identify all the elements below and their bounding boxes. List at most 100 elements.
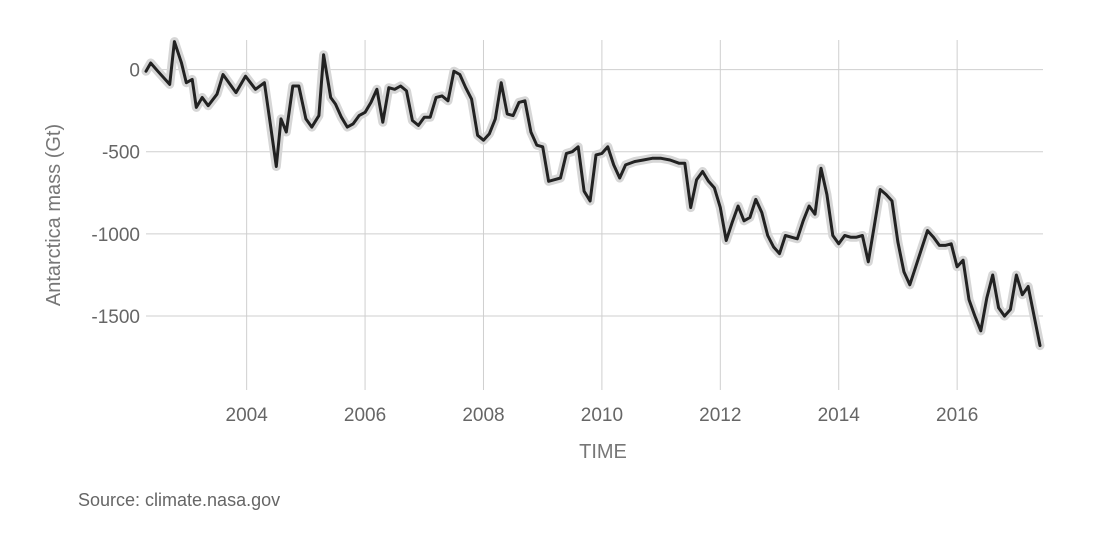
data-point xyxy=(269,123,272,125)
data-point xyxy=(470,98,473,100)
data-point xyxy=(476,134,479,137)
data-point xyxy=(669,159,671,161)
x-tick-label: 2006 xyxy=(344,405,386,426)
data-point xyxy=(909,284,911,286)
data-point xyxy=(731,221,733,224)
data-point xyxy=(370,101,372,104)
x-tick-label: 2004 xyxy=(226,405,269,426)
data-point xyxy=(275,165,278,168)
data-point xyxy=(500,81,503,84)
data-point xyxy=(980,330,982,332)
series-line-layer xyxy=(144,40,1042,348)
data-point xyxy=(577,146,579,148)
data-point xyxy=(1021,293,1024,296)
data-point xyxy=(173,40,176,43)
uncertainty-band-path xyxy=(141,37,1045,351)
data-point xyxy=(322,54,325,56)
data-point xyxy=(790,236,793,238)
data-point xyxy=(157,70,159,72)
data-point xyxy=(494,118,497,120)
data-point xyxy=(855,236,858,238)
data-point xyxy=(986,297,988,299)
data-point xyxy=(518,101,520,104)
data-point xyxy=(222,73,224,76)
data-point xyxy=(991,274,994,276)
data-point xyxy=(285,131,288,133)
data-point xyxy=(920,247,923,250)
y-tick-label: -1500 xyxy=(91,307,140,328)
data-point xyxy=(292,85,294,87)
data-point xyxy=(826,193,828,196)
data-point xyxy=(334,103,337,105)
data-point xyxy=(305,118,307,120)
data-point xyxy=(364,111,366,114)
data-point xyxy=(376,88,378,91)
data-point xyxy=(861,234,864,237)
data-point xyxy=(1027,285,1029,288)
data-point xyxy=(559,177,562,179)
data-point xyxy=(254,88,257,91)
data-point xyxy=(796,238,799,240)
data-point xyxy=(897,241,899,243)
x-axis-title: TIME xyxy=(579,441,627,463)
data-point xyxy=(352,123,355,125)
data-point xyxy=(719,206,722,209)
data-point xyxy=(944,244,947,247)
data-point xyxy=(843,234,846,237)
data-point xyxy=(488,132,491,135)
data-point xyxy=(956,266,958,268)
data-point xyxy=(932,236,935,238)
data-point xyxy=(547,180,550,183)
data-point xyxy=(607,146,609,148)
data-point xyxy=(820,167,822,169)
data-point xyxy=(441,95,443,97)
data-point xyxy=(583,190,585,192)
data-point xyxy=(1015,274,1018,276)
data-point xyxy=(382,121,384,123)
source-note: Source: climate.nasa.gov xyxy=(78,490,281,510)
data-point xyxy=(571,150,574,153)
data-point xyxy=(195,106,198,109)
data-point xyxy=(358,114,360,117)
data-point xyxy=(938,244,941,247)
data-point xyxy=(453,70,455,72)
data-point xyxy=(506,113,509,115)
data-point xyxy=(903,270,905,273)
data-point xyxy=(832,234,834,237)
data-point xyxy=(612,164,615,166)
data-point xyxy=(541,146,544,148)
data-point xyxy=(435,96,437,99)
data-point xyxy=(411,119,414,122)
y-tick-label: 0 xyxy=(129,61,140,82)
x-tick-label: 2014 xyxy=(818,405,861,426)
data-point xyxy=(678,162,680,164)
data-point xyxy=(417,124,420,127)
data-point xyxy=(784,234,787,237)
data-point xyxy=(997,307,1000,309)
data-point xyxy=(235,91,237,94)
data-point xyxy=(464,86,467,89)
data-point xyxy=(429,116,432,118)
data-point xyxy=(651,157,653,160)
data-point xyxy=(695,178,698,181)
data-point xyxy=(873,224,876,227)
data-point xyxy=(298,85,300,87)
data-point xyxy=(633,160,636,163)
data-point xyxy=(180,62,183,64)
data-point xyxy=(346,126,349,128)
data-point xyxy=(755,198,757,201)
data-point xyxy=(1033,315,1035,317)
data-point xyxy=(185,81,188,84)
data-point xyxy=(950,243,952,245)
data-point xyxy=(530,131,532,133)
data-point xyxy=(743,220,745,222)
data-point xyxy=(849,236,852,238)
data-point xyxy=(962,259,964,262)
data-point xyxy=(689,206,692,209)
data-point xyxy=(553,178,556,181)
data-point xyxy=(879,188,881,191)
y-tick-label: -500 xyxy=(102,143,140,164)
data-point xyxy=(145,70,147,72)
data-point xyxy=(393,88,396,91)
